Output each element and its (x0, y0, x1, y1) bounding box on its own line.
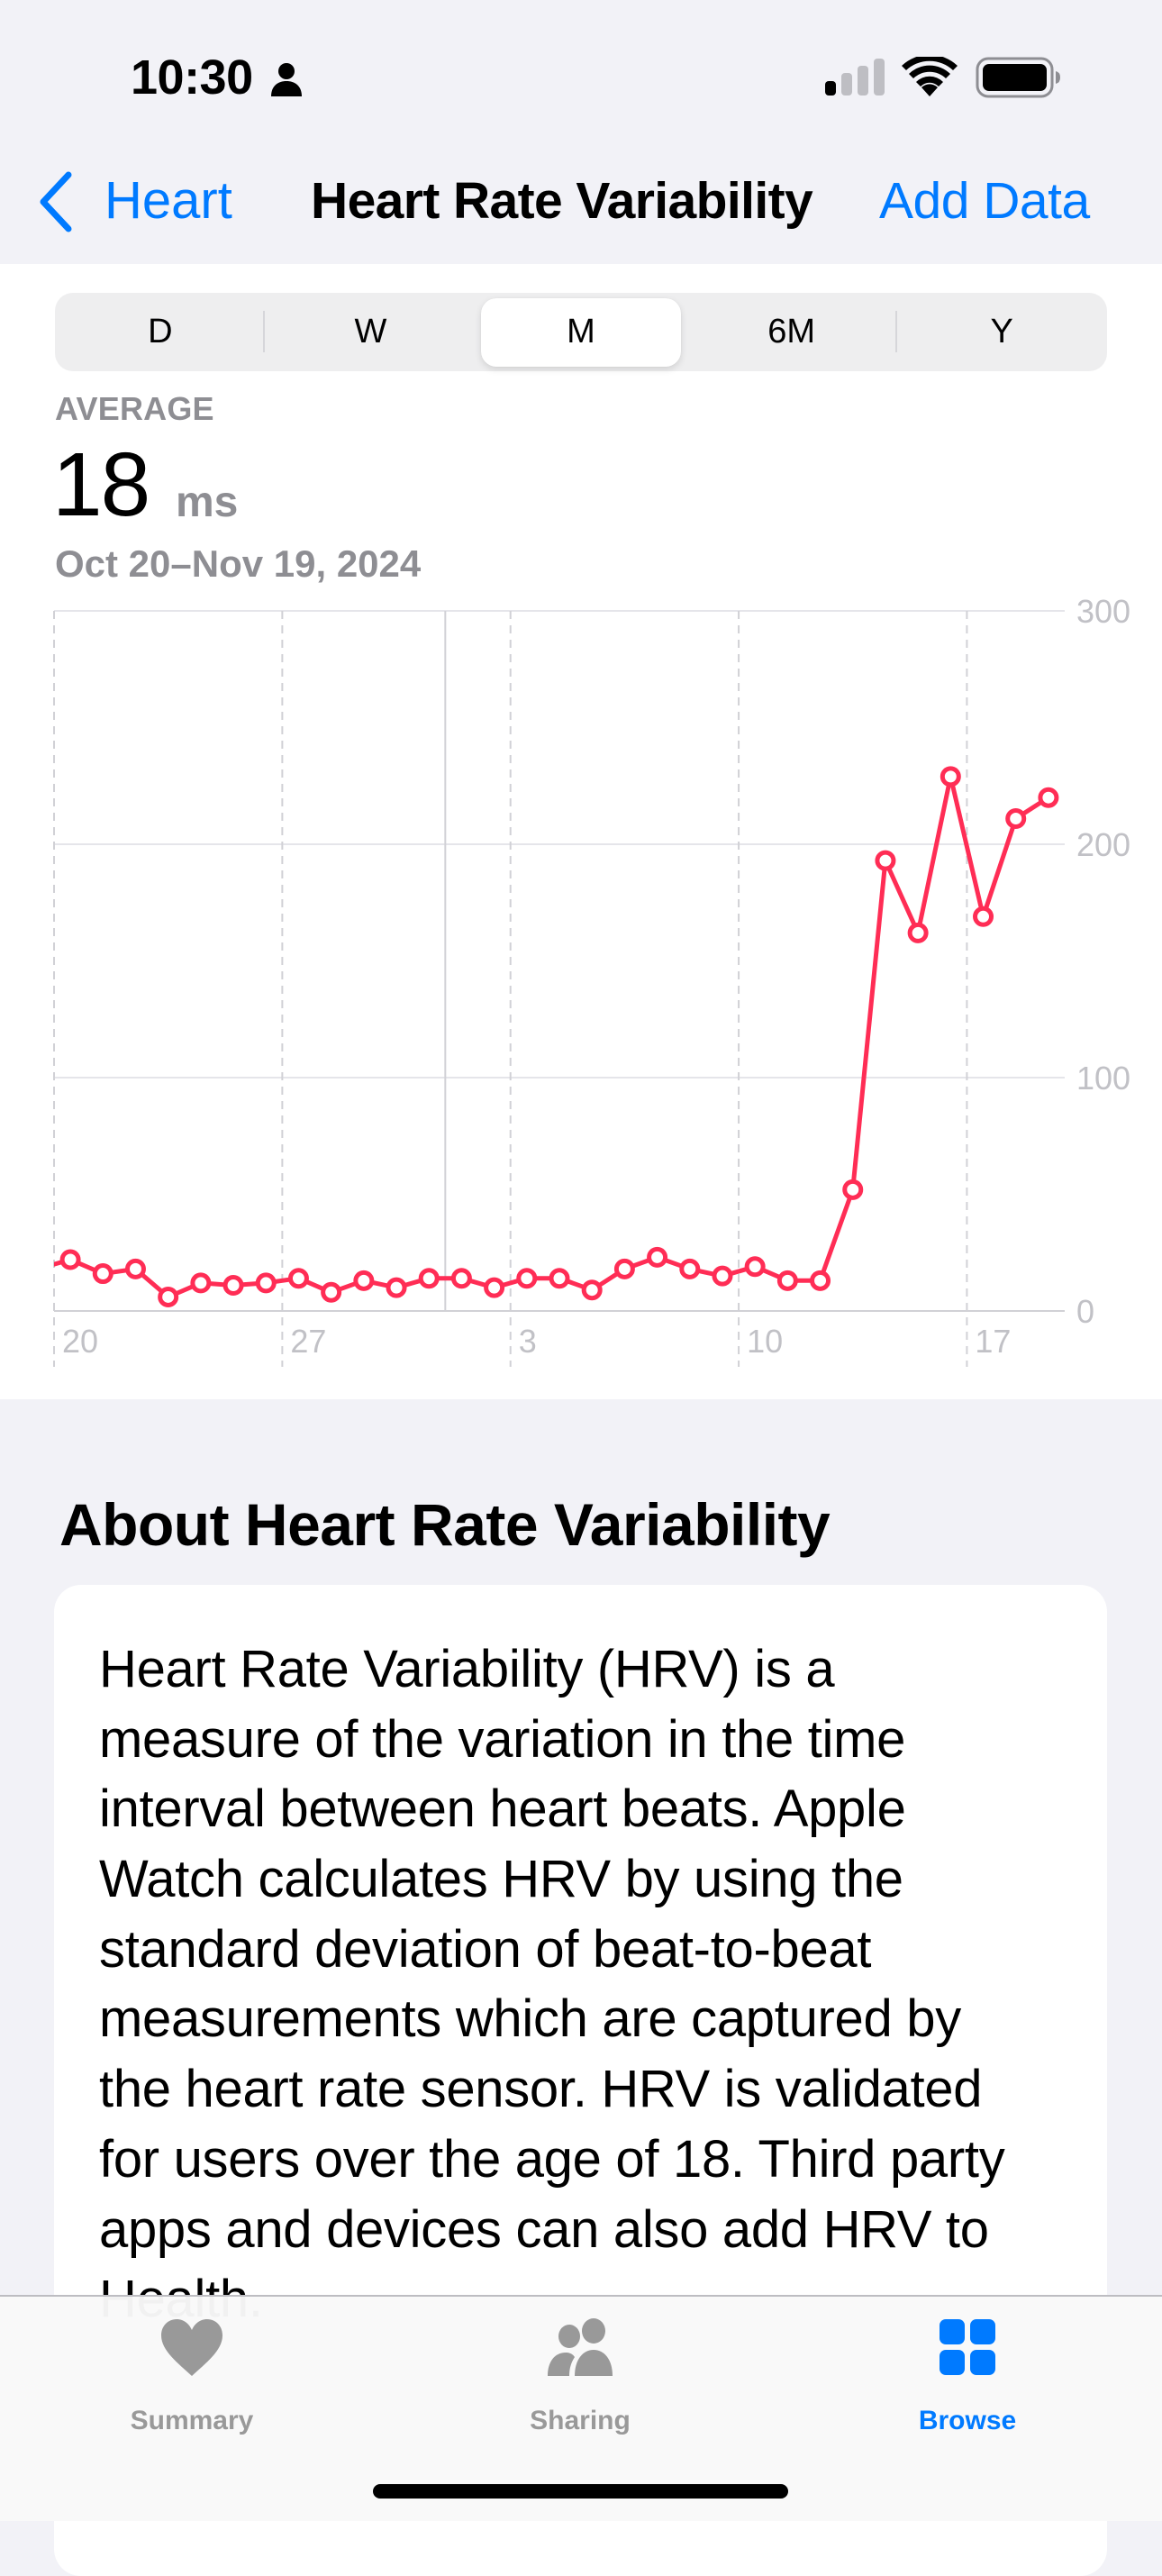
tab-browse[interactable]: Browse (832, 2315, 1103, 2441)
svg-text:100: 100 (1076, 1060, 1130, 1097)
segment-label: M (567, 313, 595, 350)
svg-text:17: 17 (975, 1323, 1011, 1360)
tab-summary[interactable]: Summary (57, 2315, 327, 2441)
data-point[interactable] (222, 1275, 244, 1297)
tab-bar: Summary Sharing Browse (0, 2295, 1162, 2521)
data-point[interactable] (190, 1272, 212, 1294)
about-text: Heart Rate Variability (HRV) is a measur… (99, 1634, 1005, 2335)
segment-divider (263, 311, 265, 352)
tab-label: Browse (918, 2406, 1017, 2435)
chart-panel (0, 264, 1162, 1399)
heart-icon (161, 2319, 222, 2376)
time-range-segmented-control: D W M 6M Y (55, 293, 1107, 371)
data-point[interactable] (353, 1270, 375, 1291)
average-unit: ms (176, 478, 239, 526)
signal-icon (825, 59, 885, 96)
segment-day[interactable]: D (55, 293, 266, 371)
data-point[interactable] (450, 1268, 472, 1289)
person-icon (271, 63, 302, 96)
svg-text:3: 3 (519, 1323, 537, 1360)
segment-label: Y (990, 313, 1013, 350)
about-line: Watch calculates HRV by using the (99, 1850, 903, 1909)
svg-text:200: 200 (1076, 826, 1130, 863)
chart-grid (53, 610, 1065, 1367)
data-point[interactable] (255, 1272, 277, 1294)
about-line: measure of the variation in the time (99, 1709, 906, 1769)
segment-label: W (354, 313, 387, 350)
page-title: Heart Rate Variability (311, 172, 813, 230)
tab-sharing[interactable]: Sharing (445, 2315, 715, 2441)
svg-text:300: 300 (1076, 593, 1130, 630)
segment-week[interactable]: W (266, 293, 477, 371)
data-point[interactable] (973, 906, 994, 927)
about-line: measurements which are captured by (99, 1989, 961, 2049)
data-point[interactable] (679, 1258, 701, 1279)
hrv-line-chart[interactable]: 300 200 100 0 20 27 3 10 17 (0, 0, 1162, 1406)
add-data-button[interactable]: Add Data (879, 172, 1090, 230)
grid-icon (940, 2319, 995, 2375)
people-icon (548, 2318, 613, 2376)
data-point[interactable] (907, 922, 929, 943)
segment-year[interactable]: Y (896, 293, 1107, 371)
average-label: AVERAGE (55, 390, 214, 427)
about-line: standard deviation of beat-to-beat (99, 1919, 872, 1979)
data-point[interactable] (613, 1258, 635, 1279)
data-point[interactable] (59, 1249, 81, 1270)
segment-label: 6M (767, 313, 815, 350)
back-button-label[interactable]: Heart (104, 171, 232, 230)
data-point[interactable] (776, 1270, 798, 1291)
about-line: apps and devices can also add HRV to (99, 2199, 989, 2259)
data-point[interactable] (484, 1277, 505, 1298)
wifi-icon (902, 57, 958, 96)
data-point[interactable] (1038, 787, 1059, 808)
about-line: interval between heart beats. Apple (99, 1780, 906, 1839)
data-point[interactable] (158, 1286, 179, 1307)
segment-divider (895, 311, 897, 352)
data-point[interactable] (287, 1268, 309, 1289)
about-line: the heart rate sensor. HRV is validated (99, 2060, 983, 2119)
chevron-left-icon (40, 171, 72, 232)
segment-6-months[interactable]: 6M (686, 293, 897, 371)
data-point[interactable] (92, 1263, 113, 1285)
status-time: 10:30 (131, 50, 253, 105)
data-point[interactable] (581, 1279, 603, 1301)
hrv-series (54, 766, 1059, 1307)
svg-text:10: 10 (747, 1323, 783, 1360)
data-point[interactable] (386, 1277, 407, 1298)
tab-label: Summary (130, 2406, 254, 2435)
svg-text:0: 0 (1076, 1293, 1094, 1330)
svg-text:27: 27 (290, 1323, 326, 1360)
data-point[interactable] (712, 1265, 733, 1287)
svg-text:20: 20 (62, 1323, 98, 1360)
battery-full-icon (976, 57, 1060, 98)
data-point[interactable] (744, 1256, 766, 1278)
data-point[interactable] (516, 1268, 538, 1289)
data-point[interactable] (810, 1270, 831, 1291)
data-point[interactable] (647, 1246, 668, 1268)
back-button[interactable] (27, 162, 243, 243)
home-indicator[interactable] (373, 2484, 788, 2499)
about-heading: About Heart Rate Variability (59, 1491, 831, 1558)
about-line: for users over the age of 18. Third part… (99, 2129, 1005, 2189)
date-range: Oct 20–Nov 19, 2024 (55, 542, 422, 585)
data-point[interactable] (418, 1268, 440, 1289)
average-value: 18 (52, 434, 150, 535)
about-line: Heart Rate Variability (HRV) is a (99, 1640, 835, 1698)
data-point[interactable] (940, 766, 961, 787)
tab-label: Sharing (530, 2406, 631, 2435)
y-axis-labels: 300 200 100 0 (1076, 593, 1130, 1330)
data-point[interactable] (124, 1258, 146, 1279)
segment-month[interactable]: M (476, 293, 686, 371)
data-point[interactable] (321, 1281, 342, 1303)
data-point[interactable] (875, 850, 896, 871)
data-point[interactable] (842, 1179, 864, 1200)
data-point[interactable] (549, 1268, 570, 1289)
x-axis-labels: 20 27 3 10 17 (62, 1323, 1011, 1360)
segment-label: D (148, 313, 173, 350)
data-point[interactable] (1005, 808, 1027, 830)
